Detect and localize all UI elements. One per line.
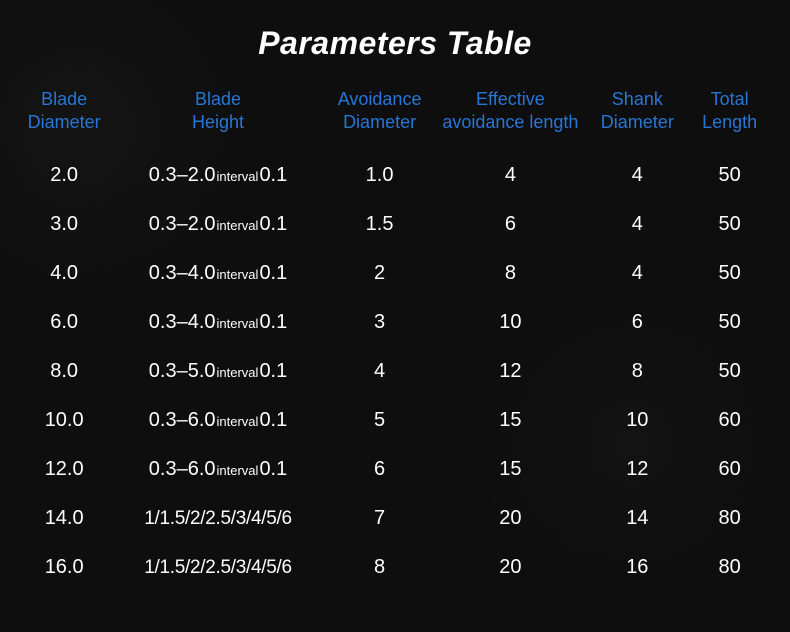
cell-effective-avoidance-length: 10 <box>433 298 587 347</box>
col-header-avoidance-diameter: AvoidanceDiameter <box>326 80 434 151</box>
blade-height-interval-label: interval <box>217 414 259 429</box>
blade-height-step: 0.1 <box>259 311 287 333</box>
cell-shank-diameter: 8 <box>587 347 687 396</box>
col-header-blade-diameter: BladeDiameter <box>18 80 110 151</box>
table-body: 2.00.3–2.0interval0.11.044503.00.3–2.0in… <box>18 151 772 592</box>
cell-effective-avoidance-length: 6 <box>433 200 587 249</box>
blade-height-interval-label: interval <box>217 267 259 282</box>
blade-height-range: 0.3–6.0 <box>149 409 216 431</box>
cell-shank-diameter: 4 <box>587 200 687 249</box>
cell-blade-diameter: 14.0 <box>18 494 110 543</box>
cell-total-length: 80 <box>687 494 772 543</box>
cell-blade-diameter: 8.0 <box>18 347 110 396</box>
table-row: 2.00.3–2.0interval0.11.04450 <box>18 151 772 200</box>
cell-blade-height: 1/1.5/2/2.5/3/4/5/6 <box>110 494 325 543</box>
cell-blade-height: 1/1.5/2/2.5/3/4/5/6 <box>110 543 325 592</box>
cell-avoidance-diameter: 7 <box>326 494 434 543</box>
table-row: 4.00.3–4.0interval0.128450 <box>18 249 772 298</box>
cell-blade-height: 0.3–2.0interval0.1 <box>110 151 325 200</box>
blade-height-interval-label: interval <box>217 169 259 184</box>
blade-height-range: 0.3–4.0 <box>149 262 216 284</box>
blade-height-range: 0.3–5.0 <box>149 360 216 382</box>
table-row: 16.01/1.5/2/2.5/3/4/5/68201680 <box>18 543 772 592</box>
blade-height-range: 0.3–2.0 <box>149 213 216 235</box>
cell-blade-height: 0.3–4.0interval0.1 <box>110 249 325 298</box>
col-header-shank-diameter: ShankDiameter <box>587 80 687 151</box>
cell-blade-diameter: 4.0 <box>18 249 110 298</box>
blade-height-range: 0.3–4.0 <box>149 311 216 333</box>
col-header-effective-avoidance-length: Effectiveavoidance length <box>433 80 587 151</box>
blade-height-step: 0.1 <box>259 458 287 480</box>
cell-avoidance-diameter: 3 <box>326 298 434 347</box>
cell-effective-avoidance-length: 12 <box>433 347 587 396</box>
cell-shank-diameter: 16 <box>587 543 687 592</box>
cell-blade-height: 0.3–4.0interval0.1 <box>110 298 325 347</box>
cell-effective-avoidance-length: 8 <box>433 249 587 298</box>
cell-blade-height: 0.3–6.0interval0.1 <box>110 445 325 494</box>
cell-effective-avoidance-length: 15 <box>433 445 587 494</box>
cell-avoidance-diameter: 5 <box>326 396 434 445</box>
cell-blade-height: 0.3–5.0interval0.1 <box>110 347 325 396</box>
cell-total-length: 50 <box>687 200 772 249</box>
table-row: 14.01/1.5/2/2.5/3/4/5/67201480 <box>18 494 772 543</box>
blade-height-step: 0.1 <box>259 213 287 235</box>
cell-total-length: 50 <box>687 298 772 347</box>
cell-shank-diameter: 10 <box>587 396 687 445</box>
cell-blade-diameter: 2.0 <box>18 151 110 200</box>
page-title: Parameters Table <box>0 0 790 80</box>
col-header-blade-height: BladeHeight <box>110 80 325 151</box>
blade-height-step: 0.1 <box>259 409 287 431</box>
cell-effective-avoidance-length: 15 <box>433 396 587 445</box>
cell-total-length: 50 <box>687 249 772 298</box>
cell-avoidance-diameter: 8 <box>326 543 434 592</box>
blade-height-interval-label: interval <box>217 218 259 233</box>
cell-shank-diameter: 4 <box>587 249 687 298</box>
cell-effective-avoidance-length: 4 <box>433 151 587 200</box>
col-header-total-length: TotalLength <box>687 80 772 151</box>
cell-shank-diameter: 12 <box>587 445 687 494</box>
cell-blade-diameter: 6.0 <box>18 298 110 347</box>
cell-blade-diameter: 3.0 <box>18 200 110 249</box>
cell-avoidance-diameter: 1.5 <box>326 200 434 249</box>
cell-blade-diameter: 16.0 <box>18 543 110 592</box>
cell-total-length: 50 <box>687 347 772 396</box>
cell-blade-height: 0.3–2.0interval0.1 <box>110 200 325 249</box>
cell-effective-avoidance-length: 20 <box>433 543 587 592</box>
blade-height-interval-label: interval <box>217 463 259 478</box>
table-row: 3.00.3–2.0interval0.11.56450 <box>18 200 772 249</box>
table-row: 12.00.3–6.0interval0.16151260 <box>18 445 772 494</box>
cell-shank-diameter: 14 <box>587 494 687 543</box>
cell-avoidance-diameter: 6 <box>326 445 434 494</box>
table-header-row: BladeDiameter BladeHeight AvoidanceDiame… <box>18 80 772 151</box>
cell-total-length: 50 <box>687 151 772 200</box>
cell-total-length: 60 <box>687 445 772 494</box>
cell-avoidance-diameter: 1.0 <box>326 151 434 200</box>
blade-height-step: 0.1 <box>259 360 287 382</box>
blade-height-step: 0.1 <box>259 262 287 284</box>
table-row: 6.00.3–4.0interval0.1310650 <box>18 298 772 347</box>
blade-height-range: 0.3–6.0 <box>149 458 216 480</box>
blade-height-interval-label: interval <box>217 316 259 331</box>
cell-shank-diameter: 4 <box>587 151 687 200</box>
cell-total-length: 80 <box>687 543 772 592</box>
cell-blade-diameter: 12.0 <box>18 445 110 494</box>
cell-total-length: 60 <box>687 396 772 445</box>
table-row: 10.00.3–6.0interval0.15151060 <box>18 396 772 445</box>
blade-height-step: 0.1 <box>259 164 287 186</box>
parameters-table: BladeDiameter BladeHeight AvoidanceDiame… <box>18 80 772 592</box>
table-row: 8.00.3–5.0interval0.1412850 <box>18 347 772 396</box>
cell-effective-avoidance-length: 20 <box>433 494 587 543</box>
cell-avoidance-diameter: 4 <box>326 347 434 396</box>
cell-blade-height: 0.3–6.0interval0.1 <box>110 396 325 445</box>
cell-avoidance-diameter: 2 <box>326 249 434 298</box>
blade-height-range: 0.3–2.0 <box>149 164 216 186</box>
cell-shank-diameter: 6 <box>587 298 687 347</box>
cell-blade-diameter: 10.0 <box>18 396 110 445</box>
parameters-table-wrapper: BladeDiameter BladeHeight AvoidanceDiame… <box>0 80 790 592</box>
blade-height-interval-label: interval <box>217 365 259 380</box>
